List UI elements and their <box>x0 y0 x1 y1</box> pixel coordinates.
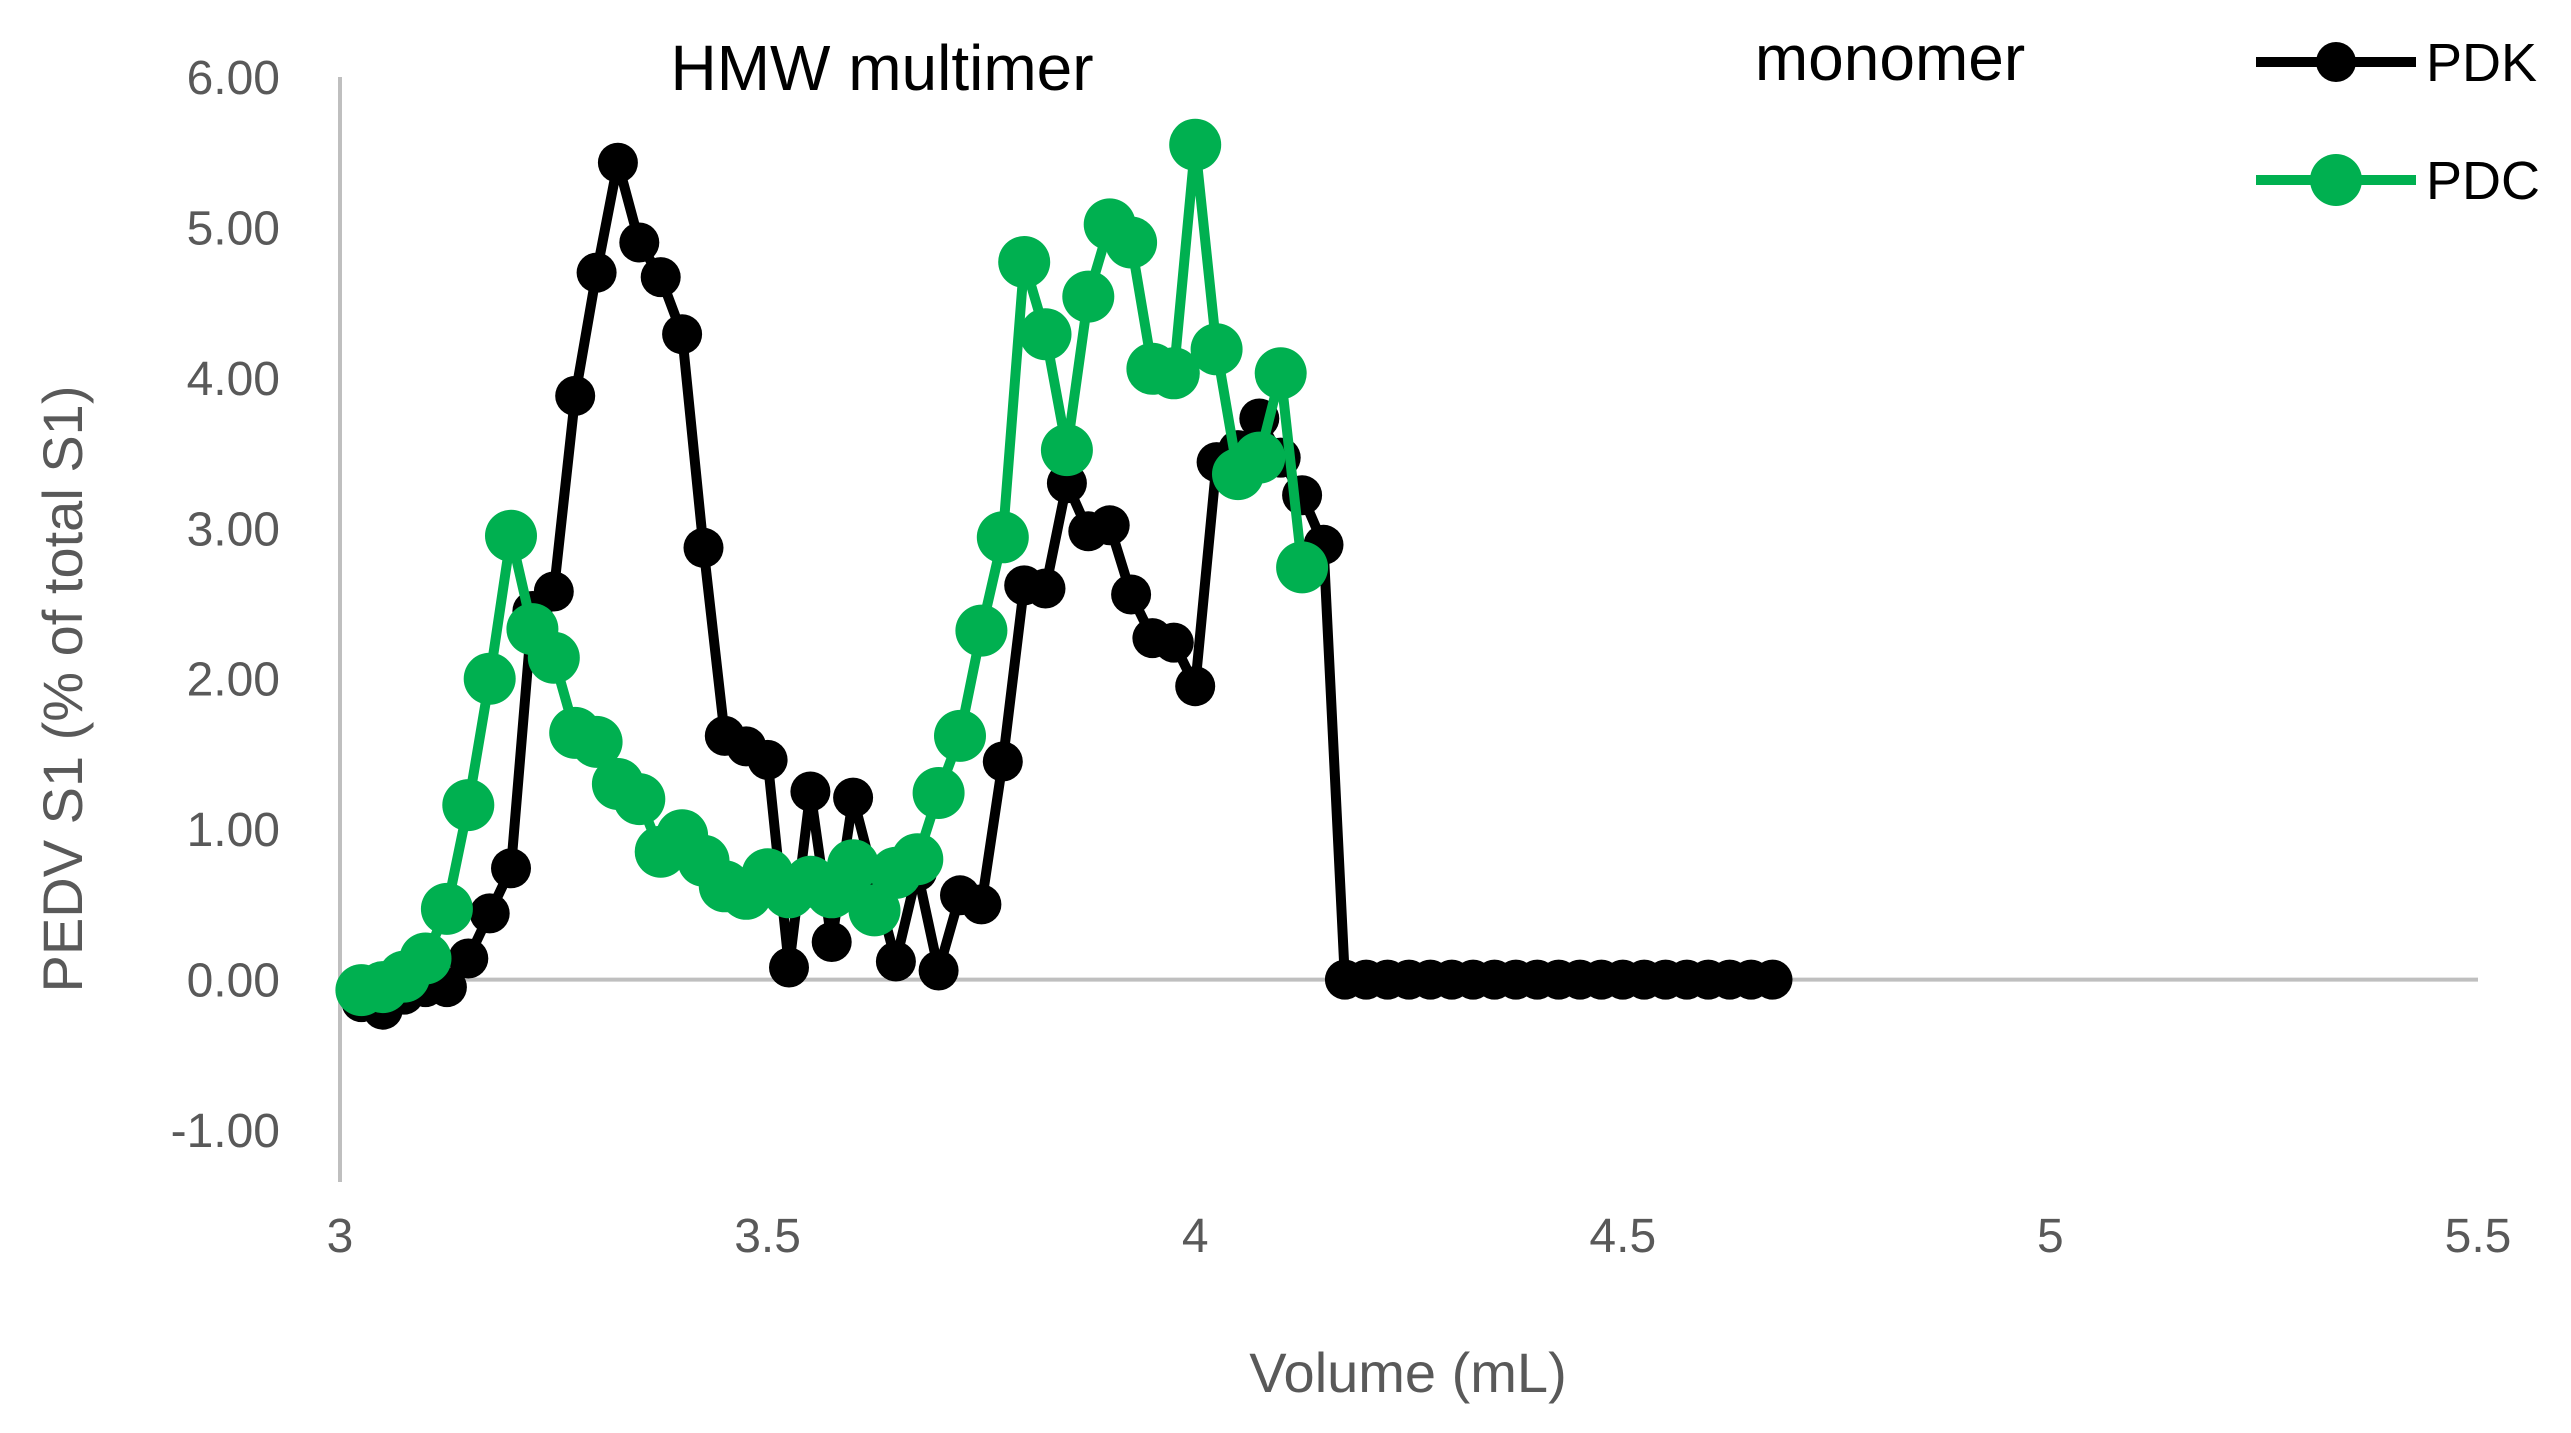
data-point-pdk <box>533 571 574 612</box>
legend: PDK PDC <box>2256 33 2540 211</box>
data-point-pdc <box>976 511 1029 564</box>
x-tick-label: 5.5 <box>2445 1210 2512 1263</box>
x-tick-label: 4 <box>1182 1210 1209 1263</box>
data-point-pdc <box>1147 347 1200 400</box>
data-point-pdc <box>485 509 537 562</box>
data-point-pdc <box>827 839 880 892</box>
data-point-pdk <box>1111 574 1152 615</box>
data-point-pdc <box>1233 431 1286 484</box>
legend-pdk-marker <box>2316 42 2356 82</box>
y-tick-label: -1.00 <box>171 1105 280 1158</box>
axes: -1.00 0.00 1.00 2.00 3.00 4.00 5.00 6.00 3 3.5 4 4.… <box>171 52 2512 1263</box>
y-tick-label: 5.00 <box>187 202 280 255</box>
legend-pdk-label: PDK <box>2426 33 2537 93</box>
data-point-pdc <box>934 709 986 762</box>
data-point-pdk <box>833 777 874 818</box>
x-tick-label: 4.5 <box>1589 1210 1656 1263</box>
legend-pdc-label: PDC <box>2426 151 2540 211</box>
x-tick-label: 3.5 <box>734 1210 801 1263</box>
data-point-pdk <box>640 257 681 298</box>
data-point-pdc <box>1169 118 1222 171</box>
data-point-pdc <box>527 631 580 684</box>
data-point-pdc <box>570 715 623 768</box>
data-point-pdk <box>1752 959 1793 1000</box>
data-point-pdk <box>683 527 724 568</box>
data-point-pdk <box>1175 666 1216 707</box>
data-point-pdk <box>597 142 638 183</box>
data-point-pdc <box>1040 424 1093 477</box>
data-point-pdk <box>1089 505 1130 546</box>
data-point-pdc <box>463 652 516 705</box>
series-pdk <box>341 142 1793 1030</box>
data-point-pdk <box>769 947 809 988</box>
data-point-pdk <box>576 252 617 293</box>
y-tick-label: 2.00 <box>187 654 280 707</box>
data-point-pdc <box>613 773 666 826</box>
data-point-pdk <box>491 848 531 889</box>
data-point-pdc <box>1190 323 1243 376</box>
annotation-monomer: monomer <box>1755 22 2025 94</box>
y-tick-label: 4.00 <box>187 353 280 406</box>
x-axis-title: Volume (mL) <box>1249 1341 1566 1404</box>
data-point-pdk <box>790 771 831 812</box>
data-point-pdk <box>1025 568 1066 609</box>
data-point-pdk <box>469 893 510 934</box>
data-point-pdk <box>961 884 1002 925</box>
data-point-pdk <box>918 950 959 991</box>
data-point-pdk <box>1153 622 1194 663</box>
data-point-pdc <box>1276 541 1329 594</box>
data-point-pdc <box>891 833 944 886</box>
data-point-pdc <box>442 779 495 832</box>
data-point-pdk <box>811 922 852 962</box>
y-axis-title: PEDV S1 (% of total S1) <box>31 386 94 993</box>
annotation-hmw-multimer: HMW multimer <box>670 32 1093 104</box>
legend-pdc-marker <box>2310 154 2362 206</box>
data-point-pdk <box>555 375 596 416</box>
y-tick-label: 0.00 <box>187 955 280 1008</box>
x-tick-label: 5 <box>2037 1210 2064 1263</box>
data-point-pdc <box>1254 347 1307 400</box>
data-point-pdc <box>1019 308 1072 361</box>
data-point-pdk <box>875 941 916 982</box>
y-tick-label: 3.00 <box>187 503 280 556</box>
data-point-pdc <box>912 767 965 819</box>
series-pdc <box>335 118 1329 1017</box>
data-point-pdc <box>1105 216 1158 269</box>
data-point-pdc <box>420 882 473 935</box>
x-tick-label: 3 <box>327 1210 354 1263</box>
data-point-pdk <box>619 222 660 263</box>
y-tick-label: 6.00 <box>187 52 280 105</box>
data-point-pdc <box>399 932 452 985</box>
data-point-pdk <box>747 739 788 780</box>
data-point-pdc <box>955 604 1008 657</box>
data-point-pdk <box>448 938 489 979</box>
data-point-pdc <box>1062 270 1115 323</box>
data-point-pdk <box>662 314 703 355</box>
y-tick-label: 1.00 <box>187 804 280 857</box>
series-layer <box>335 118 1793 1030</box>
data-point-pdc <box>998 236 1051 288</box>
data-point-pdk <box>982 741 1023 782</box>
